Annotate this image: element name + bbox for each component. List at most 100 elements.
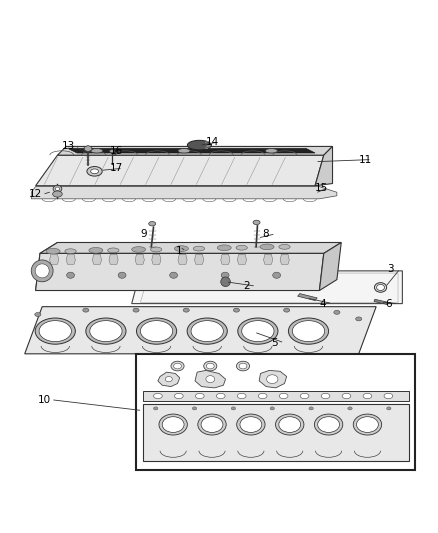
Polygon shape <box>35 253 324 290</box>
Ellipse shape <box>191 321 223 342</box>
Text: 14: 14 <box>206 137 219 147</box>
Ellipse shape <box>198 414 226 435</box>
Polygon shape <box>31 187 337 199</box>
Circle shape <box>31 260 53 282</box>
Text: 3: 3 <box>387 264 394 273</box>
Circle shape <box>221 277 230 287</box>
Ellipse shape <box>314 414 343 435</box>
Ellipse shape <box>133 308 139 312</box>
Ellipse shape <box>238 318 278 344</box>
Polygon shape <box>84 146 92 152</box>
Ellipse shape <box>353 414 381 435</box>
Ellipse shape <box>53 185 62 192</box>
Ellipse shape <box>187 318 227 344</box>
Text: 2: 2 <box>243 281 250 291</box>
Polygon shape <box>25 306 376 354</box>
Ellipse shape <box>217 245 231 251</box>
Polygon shape <box>280 254 289 264</box>
Ellipse shape <box>141 321 173 342</box>
Ellipse shape <box>35 312 41 317</box>
Ellipse shape <box>90 321 122 342</box>
Text: 4: 4 <box>319 298 326 309</box>
Ellipse shape <box>356 317 362 321</box>
Polygon shape <box>158 372 180 386</box>
Polygon shape <box>35 243 57 290</box>
Ellipse shape <box>253 220 260 224</box>
Ellipse shape <box>300 393 309 399</box>
Ellipse shape <box>233 308 240 312</box>
Ellipse shape <box>237 414 265 435</box>
Ellipse shape <box>236 245 247 250</box>
Ellipse shape <box>384 393 393 399</box>
Text: 1: 1 <box>175 246 182 256</box>
Ellipse shape <box>201 417 223 432</box>
Polygon shape <box>66 254 75 264</box>
Ellipse shape <box>204 361 217 371</box>
Ellipse shape <box>171 361 184 371</box>
Ellipse shape <box>334 310 340 314</box>
Polygon shape <box>319 243 341 290</box>
Text: 13: 13 <box>62 141 75 151</box>
Text: 11: 11 <box>359 155 372 165</box>
Ellipse shape <box>65 249 76 254</box>
Ellipse shape <box>342 393 351 399</box>
Text: 9: 9 <box>141 229 147 239</box>
Polygon shape <box>152 254 161 264</box>
Polygon shape <box>68 149 315 153</box>
Text: 10: 10 <box>38 394 51 405</box>
Ellipse shape <box>292 321 325 342</box>
Polygon shape <box>178 254 187 264</box>
Ellipse shape <box>216 393 225 399</box>
Ellipse shape <box>153 393 162 399</box>
Bar <box>136 354 416 470</box>
Ellipse shape <box>83 308 89 312</box>
Ellipse shape <box>192 407 197 410</box>
Text: 12: 12 <box>29 189 42 199</box>
Ellipse shape <box>150 247 162 252</box>
Polygon shape <box>259 370 287 388</box>
Polygon shape <box>92 254 102 264</box>
Ellipse shape <box>221 272 229 278</box>
Ellipse shape <box>91 149 103 153</box>
Ellipse shape <box>162 417 184 432</box>
Ellipse shape <box>260 244 274 249</box>
Ellipse shape <box>206 376 215 383</box>
Text: 17: 17 <box>110 163 123 173</box>
Ellipse shape <box>231 407 236 410</box>
Ellipse shape <box>240 417 262 432</box>
Ellipse shape <box>377 285 385 290</box>
Ellipse shape <box>242 321 274 342</box>
Ellipse shape <box>174 246 188 252</box>
Ellipse shape <box>173 363 181 369</box>
Polygon shape <box>109 254 118 264</box>
Ellipse shape <box>89 247 103 253</box>
Ellipse shape <box>284 308 290 312</box>
Polygon shape <box>143 391 409 401</box>
Ellipse shape <box>265 149 278 153</box>
Ellipse shape <box>110 150 115 153</box>
Ellipse shape <box>165 376 172 382</box>
Ellipse shape <box>46 248 60 254</box>
Polygon shape <box>237 254 247 264</box>
Ellipse shape <box>108 248 119 253</box>
Polygon shape <box>315 147 332 185</box>
Ellipse shape <box>86 318 126 344</box>
Polygon shape <box>35 155 324 185</box>
Polygon shape <box>132 271 403 304</box>
Ellipse shape <box>39 321 71 342</box>
Ellipse shape <box>178 149 190 153</box>
Ellipse shape <box>279 393 288 399</box>
Ellipse shape <box>239 363 247 369</box>
Ellipse shape <box>387 407 391 410</box>
Ellipse shape <box>273 272 281 278</box>
Ellipse shape <box>170 272 177 278</box>
Text: 5: 5 <box>272 338 278 348</box>
Ellipse shape <box>348 407 352 410</box>
Ellipse shape <box>288 318 328 344</box>
Ellipse shape <box>267 375 278 384</box>
Ellipse shape <box>67 272 74 278</box>
Ellipse shape <box>374 282 387 292</box>
Circle shape <box>35 264 49 278</box>
Text: 6: 6 <box>385 298 392 309</box>
Polygon shape <box>297 294 317 301</box>
